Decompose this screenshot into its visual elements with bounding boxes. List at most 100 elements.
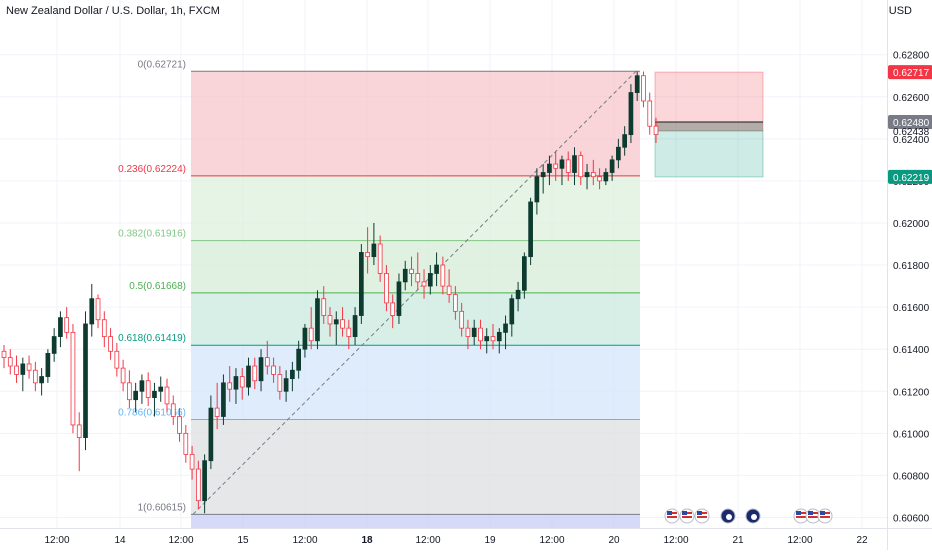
- candle-body: [252, 365, 258, 382]
- price-tag: [888, 115, 932, 130]
- candle-body: [434, 264, 439, 274]
- candle-body: [547, 163, 552, 173]
- candle-body: [459, 310, 464, 329]
- candle-body: [584, 172, 590, 178]
- candle-body: [164, 386, 170, 405]
- time-tick-label: 20: [608, 535, 620, 546]
- price-tick-label: 0.60800: [893, 471, 930, 482]
- candle-body: [478, 327, 483, 342]
- candle-body: [139, 380, 145, 392]
- candle-body: [402, 268, 408, 283]
- candle-body: [377, 243, 383, 274]
- candle-body: [196, 468, 201, 502]
- candle-body: [496, 331, 502, 342]
- candle-body: [509, 298, 515, 325]
- candle-body: [327, 315, 333, 325]
- candle-body: [127, 382, 132, 401]
- candle-body: [471, 327, 477, 337]
- candle-body: [446, 285, 452, 295]
- candle-body: [308, 327, 314, 342]
- candle-body: [553, 163, 559, 169]
- candle-body: [133, 390, 138, 401]
- us-flag-icon[interactable]: [694, 508, 710, 524]
- nz-flag-icon[interactable]: [745, 508, 761, 524]
- candle-body: [440, 264, 446, 287]
- fibonacci-retracement[interactable]: 0(0.62721) 0.236(0.62224) 0.382(0.61916) 0.…: [118, 59, 640, 528]
- candle-body: [76, 424, 82, 438]
- fib-zone: [191, 345, 640, 420]
- position-stop-zone[interactable]: [654, 130, 764, 178]
- candle-body: [396, 281, 402, 316]
- price-tag-label: 0.62219: [893, 173, 930, 184]
- economic-events[interactable]: [664, 508, 833, 524]
- position-target-zone[interactable]: [654, 71, 764, 132]
- candle-body: [83, 323, 88, 438]
- candle-body: [409, 268, 414, 274]
- candle-body: [283, 378, 289, 392]
- candle-body: [114, 350, 120, 369]
- candle-body: [158, 386, 164, 392]
- candle-body: [453, 294, 458, 312]
- event-icon-canton: [808, 511, 813, 515]
- candle-body: [45, 353, 51, 377]
- price-tag-label: 0.62480: [893, 118, 930, 129]
- time-axis[interactable]: 12:00 14 12:00 15 12:00 18 12:00 19 12:00 20 12:00…: [0, 528, 932, 547]
- price-tag: [888, 65, 932, 80]
- event-icon-dot: [751, 514, 757, 520]
- us-flag-icon[interactable]: [679, 508, 695, 524]
- candles: [1, 71, 659, 514]
- candle-body: [515, 289, 521, 300]
- candle-body: [246, 365, 251, 388]
- event-icon-canton: [796, 511, 801, 515]
- candle-body: [641, 75, 646, 102]
- fib-zone: [191, 175, 640, 241]
- price-tag-label: 0.62438: [893, 127, 930, 138]
- candle-body: [221, 382, 226, 417]
- candle-body: [290, 369, 295, 380]
- nz-flag-icon[interactable]: [720, 508, 736, 524]
- candle-body: [609, 159, 615, 173]
- candle-body: [616, 146, 621, 161]
- time-tick-label: 22: [856, 535, 868, 546]
- candle-body: [540, 172, 546, 178]
- candle-body: [51, 336, 57, 354]
- fib-zone: [191, 419, 640, 515]
- candle-body: [522, 256, 527, 291]
- candle-body: [534, 176, 540, 203]
- candle-body: [346, 327, 352, 337]
- time-tick-label: 12:00: [168, 535, 193, 546]
- event-icon-stripe: [820, 516, 830, 518]
- price-axis[interactable]: 0.628000.626000.624000.622000.620000.618…: [887, 0, 930, 550]
- candle-body: [503, 323, 508, 333]
- candle-body: [384, 273, 389, 304]
- time-tick-label: 12:00: [292, 535, 317, 546]
- candle-body: [415, 273, 421, 283]
- candle-body: [622, 134, 627, 148]
- us-flag-icon[interactable]: [817, 508, 833, 524]
- candle-body: [333, 319, 339, 325]
- candle-body: [465, 327, 471, 337]
- candle-body: [145, 380, 151, 398]
- candle-body: [214, 407, 220, 417]
- price-tick-label: 0.61400: [893, 345, 930, 356]
- event-icon-canton: [820, 511, 825, 515]
- candle-body: [603, 172, 609, 182]
- long-position-tool[interactable]: [654, 71, 764, 178]
- candle-body: [208, 407, 214, 462]
- price-tick-label: 0.61800: [893, 261, 930, 272]
- event-icon-stripe: [667, 516, 677, 518]
- us-flag-icon[interactable]: [664, 508, 680, 524]
- fib-zone: [191, 240, 640, 293]
- candle-body: [170, 403, 176, 417]
- candle-body: [528, 201, 533, 258]
- candle-body: [20, 363, 26, 375]
- candle-body: [490, 336, 496, 342]
- price-tick-label: 0.61000: [893, 429, 930, 440]
- candle-body: [101, 319, 107, 337]
- fib-level-label: 0.236(0.62224): [118, 164, 186, 175]
- candle-body: [647, 100, 653, 127]
- time-tick-label: 14: [114, 535, 126, 546]
